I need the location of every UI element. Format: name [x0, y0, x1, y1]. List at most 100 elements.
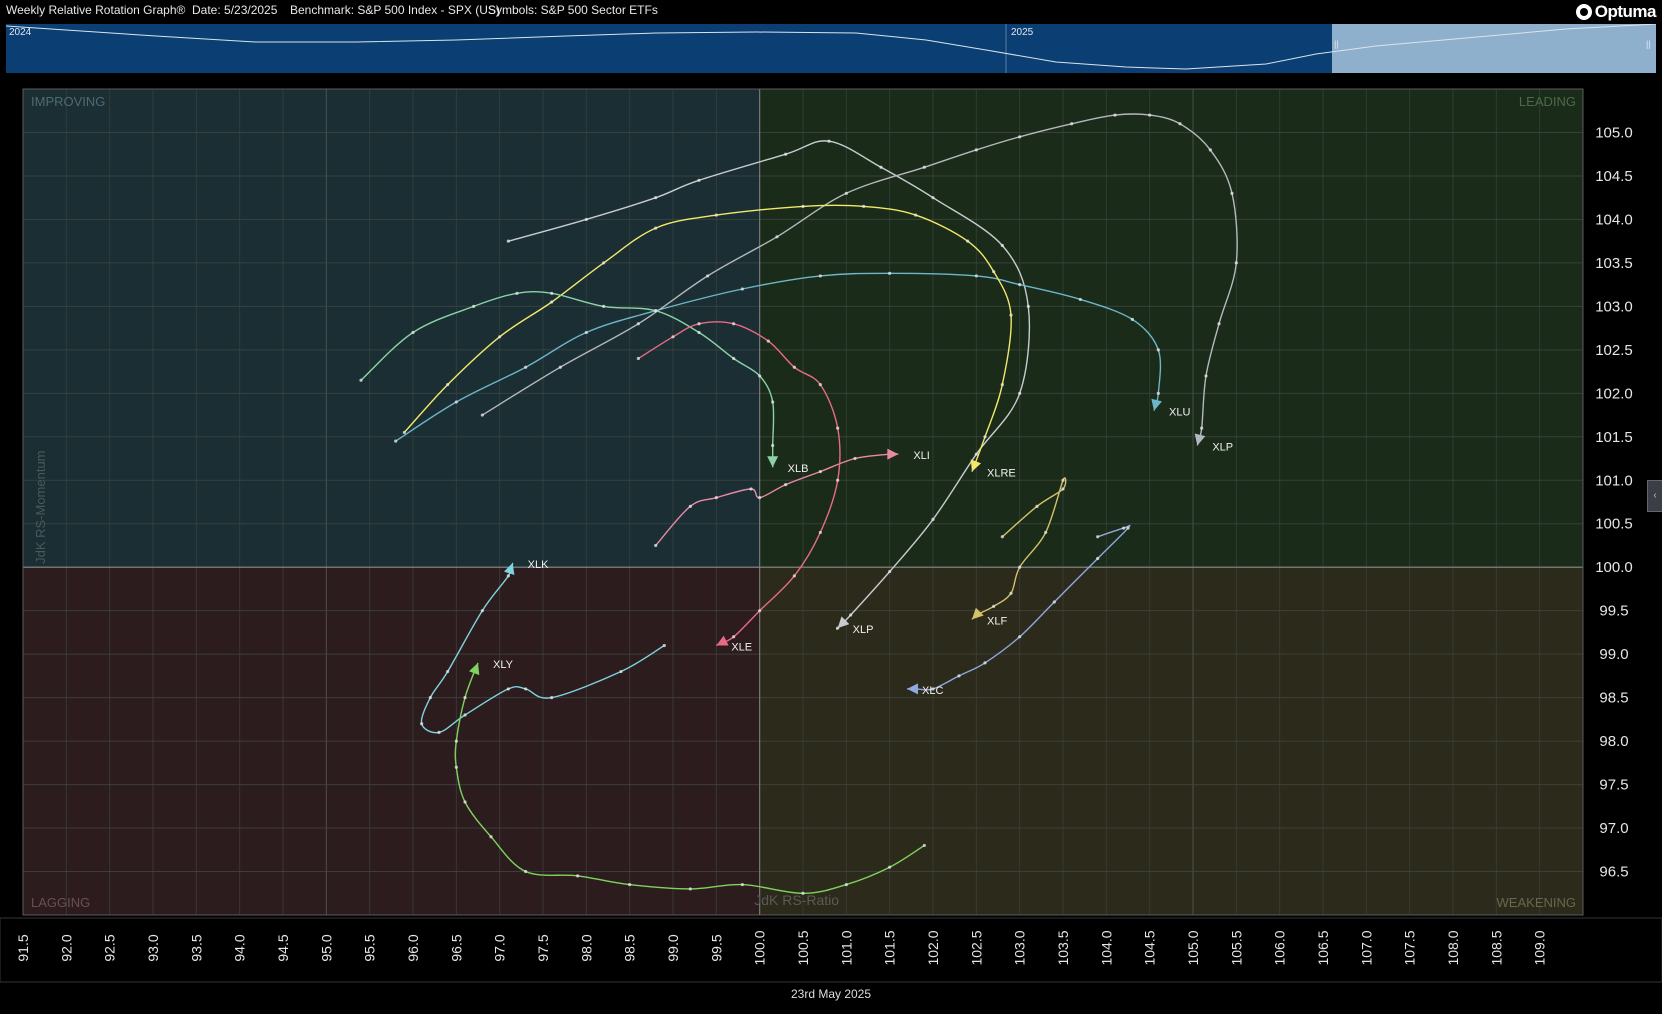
- point-xli: [758, 496, 762, 500]
- point-xlp: [697, 178, 701, 182]
- x-tick-label: 92.0: [58, 934, 74, 961]
- window-right-handle[interactable]: ||: [1646, 39, 1651, 49]
- quadrant-label-weakening: WEAKENING: [1497, 895, 1576, 910]
- x-tick-label: 105.0: [1185, 930, 1201, 965]
- point-xlf: [1009, 591, 1013, 595]
- tail-line-xly: [454, 662, 925, 894]
- point-xlu: [394, 439, 398, 443]
- point-xlp: [558, 365, 562, 369]
- point-xly: [489, 835, 493, 839]
- tail-line-xlb: [360, 291, 775, 468]
- point-xlb: [732, 356, 736, 361]
- point-xlk: [463, 713, 467, 717]
- point-xlu: [584, 330, 588, 335]
- optuma-logo: Optuma: [1575, 2, 1657, 22]
- tail-line-xle: [637, 321, 841, 647]
- point-xly: [801, 891, 805, 895]
- window-left-handle[interactable]: ||: [1334, 39, 1339, 49]
- quadrant-leading: [759, 89, 1583, 568]
- point-xlu: [740, 287, 744, 291]
- point-xlp: [584, 217, 588, 222]
- label-xlk: XLK: [528, 559, 549, 571]
- point-xlp: [1217, 322, 1221, 326]
- timeline-price-line: [6, 24, 1656, 70]
- arrow-xli: [887, 448, 899, 460]
- arrow-xlf: [972, 607, 984, 620]
- x-tick-label: 103.5: [1055, 930, 1071, 965]
- point-xli: [818, 469, 822, 474]
- tail-xlb: XLB: [359, 291, 808, 475]
- point-xlk: [480, 609, 484, 613]
- point-xle: [732, 322, 736, 326]
- quadrant-lagging: [23, 567, 760, 915]
- arrow-xle: [716, 635, 729, 646]
- point-xlu: [1018, 283, 1022, 287]
- y-tick-label: 96.5: [1599, 864, 1628, 881]
- x-tick-label: 107.5: [1402, 930, 1418, 965]
- y-tick-label: 97.5: [1599, 777, 1628, 794]
- point-xlp: [1208, 148, 1212, 152]
- point-xlf: [1061, 487, 1065, 491]
- point-xlb: [359, 378, 363, 382]
- point-xlp: [931, 517, 935, 521]
- x-tick-label: 101.0: [838, 930, 854, 965]
- y-tick-label: 101.0: [1595, 472, 1633, 489]
- tail-line-xlre: [403, 204, 1012, 472]
- point-xly: [888, 865, 892, 869]
- tail-line-xlc: [907, 524, 1131, 691]
- plot-border: [22, 88, 1584, 916]
- point-xle: [818, 530, 822, 535]
- arrow-xlp: [1194, 433, 1206, 446]
- x-tick-label: 96.0: [405, 934, 421, 961]
- point-xlc: [1018, 635, 1022, 639]
- point-xlp: [1113, 113, 1117, 117]
- point-xlk: [506, 687, 510, 691]
- point-xlk: [428, 696, 432, 700]
- y-tick-label: 102.0: [1595, 385, 1633, 402]
- point-xlc: [1096, 556, 1100, 561]
- point-xli: [888, 452, 892, 456]
- point-xlb: [771, 400, 775, 404]
- label-xlc: XLC: [922, 685, 943, 697]
- chart-canvas: [0, 73, 1662, 987]
- point-xlp: [1178, 122, 1182, 126]
- point-xlp: [636, 322, 640, 326]
- point-xlre: [602, 261, 606, 265]
- x-tick-label: 91.5: [15, 934, 31, 961]
- x-tick-label: 100.5: [795, 930, 811, 965]
- label-xli: XLI: [913, 450, 930, 462]
- point-xli: [784, 483, 788, 487]
- point-xlp: [1070, 122, 1074, 126]
- point-xlp: [1018, 391, 1022, 395]
- timeline-window[interactable]: [1332, 24, 1656, 73]
- point-xlp: [654, 196, 658, 200]
- point-xly: [844, 882, 848, 887]
- point-xlb: [771, 443, 775, 448]
- point-xly: [454, 765, 458, 769]
- point-xlk: [420, 722, 424, 726]
- tail-line-xlp: [481, 113, 1238, 446]
- point-xlre: [992, 269, 996, 274]
- point-xlu: [454, 400, 458, 404]
- point-xlf: [992, 604, 996, 608]
- point-xlp: [974, 452, 978, 456]
- x-tick-label: 92.5: [102, 934, 118, 961]
- x-tick-label: 93.0: [145, 934, 161, 961]
- point-xli: [853, 456, 857, 461]
- label-xlre: XLRE: [987, 468, 1016, 480]
- point-xlf: [1061, 478, 1065, 482]
- year-label-2025: 2025: [1011, 27, 1034, 38]
- label-xlp: XLP: [853, 624, 874, 636]
- y-tick-label: 103.5: [1595, 255, 1633, 272]
- tail-xlk: XLK: [420, 559, 666, 735]
- point-xlp: [1204, 374, 1208, 378]
- timeline-navigator[interactable]: 2024 2025 || ||: [6, 24, 1656, 73]
- y-tick-label: 104.0: [1595, 211, 1633, 228]
- point-xlp: [1148, 113, 1152, 117]
- tail-xlu: XLU: [394, 271, 1190, 443]
- point-xlre: [1009, 313, 1013, 317]
- x-tick-label: 105.5: [1228, 930, 1244, 965]
- point-xlre: [402, 430, 406, 435]
- side-panel-toggle[interactable]: ‹: [1647, 480, 1662, 512]
